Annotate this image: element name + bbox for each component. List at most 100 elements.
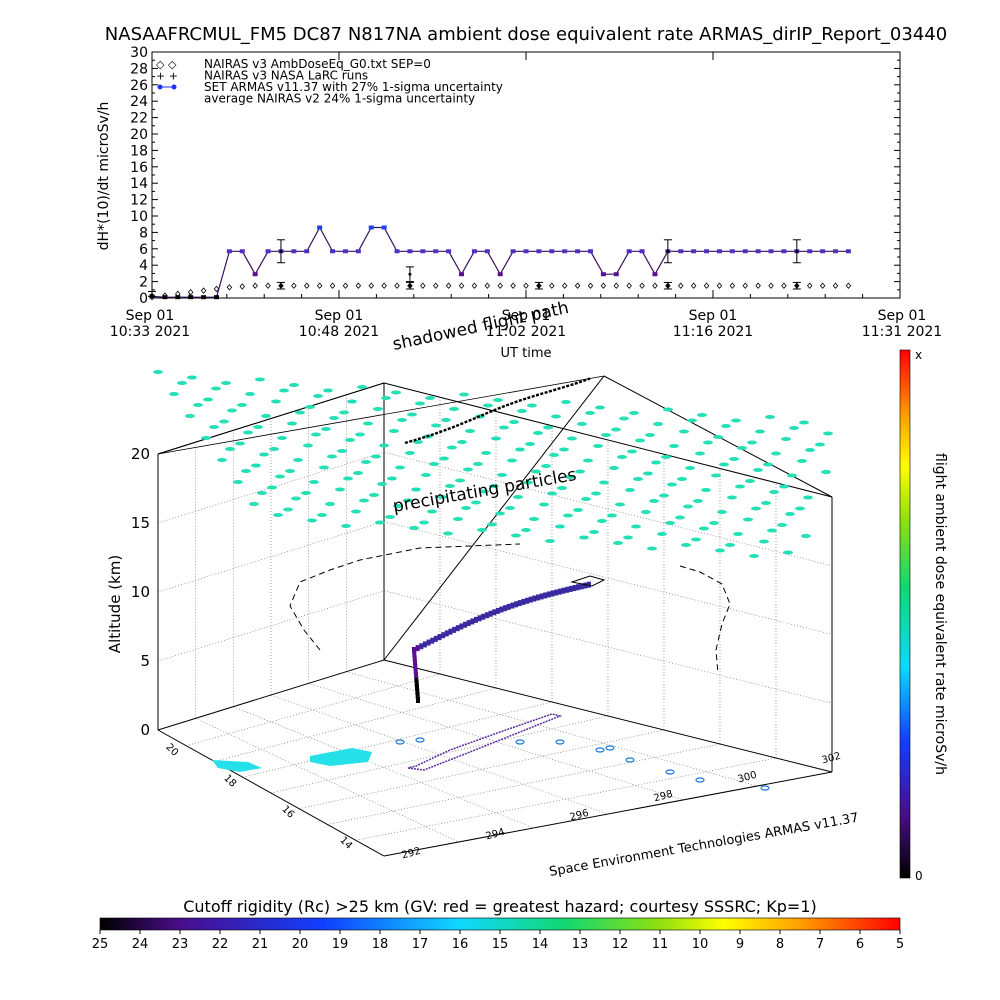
particle-marker [525,442,535,446]
particle-marker [269,447,279,451]
particle-marker [201,436,211,440]
nairas-point [316,282,323,289]
particle-marker [275,474,285,479]
particle-marker [375,520,385,525]
particle-marker [785,512,795,516]
dose-y-tick-label: 20 [130,127,148,143]
armas-point [433,249,439,254]
particle-marker [411,487,421,492]
particle-marker [317,513,327,517]
armas-point [845,249,851,254]
particle-marker [663,407,673,412]
flight-path-marker [550,590,555,597]
dose-y-tick-label: 0 [139,291,148,307]
grid-line [157,590,385,662]
particle-marker [483,403,493,408]
dose-x-tick-label-date: Sep 01 [315,308,364,324]
longitude-tick-label: 298 [653,789,674,805]
particle-marker [749,554,759,558]
particle-marker [619,416,629,421]
error-bar-center [279,284,283,288]
particle-marker [293,458,303,462]
particle-marker [259,452,269,457]
cutoff-tick-label: 11 [652,937,669,952]
dose-x-tick-label-date: Sep 01 [689,308,738,324]
particle-marker [285,469,295,473]
particle-marker [771,451,781,456]
dose-colorbar-bottom-label: 0 [915,869,923,883]
legend-symbol: ◇ ◇ [156,58,177,71]
small-island [555,739,565,745]
flight-path-marker [587,581,591,588]
particle-marker [271,399,281,404]
dose-y-tick-label: 12 [130,193,148,209]
particle-marker [153,370,163,374]
nairas-point [574,282,581,289]
particle-marker [521,528,531,532]
particle-marker [539,502,549,507]
particle-marker [495,511,505,516]
particle-marker [681,543,691,547]
particle-marker [625,488,635,492]
flight-path-marker [412,655,417,662]
flight-path-marker [413,667,418,674]
particle-marker [531,469,541,474]
particle-marker [303,443,313,448]
particle-marker [669,444,679,448]
armas-point [188,295,194,300]
particle-marker [743,517,753,522]
small-island [665,769,675,775]
flight-path-marker [444,630,449,637]
cutoff-tick-label: 12 [612,937,629,952]
particle-marker [733,532,743,536]
particle-marker [455,478,465,483]
dose-y-tick-label: 26 [130,78,148,94]
flight-path-marker [466,620,471,627]
particle-marker [595,405,605,410]
cutoff-rigidity-colorbar: Cutoff rigidity (Rc) >25 km (GV: red = g… [92,897,904,952]
particle-marker [599,480,609,485]
particle-marker [687,418,697,423]
dose-colorbar-top-label: x [915,348,922,362]
particle-marker [611,427,621,432]
particle-marker [573,508,583,512]
dose-x-tick-label-time: 11:31 2021 [862,324,942,340]
cutoff-rigidity-ticks: 25 24 23 22 21 20 19 18 17 16 15 14 13 12 11 10 9 8 7 6 5 [92,930,904,952]
grid-line [383,590,833,704]
particle-marker [237,403,247,407]
cutoff-tick-label: 21 [252,937,269,952]
particle-marker [703,440,713,445]
particle-marker [763,462,773,467]
particle-marker [437,495,447,499]
particle-marker [623,535,633,540]
landmass-large [310,748,372,766]
particle-marker [651,460,661,465]
armas-point [213,295,219,300]
armas-point [536,249,542,254]
flight-path-marker [535,594,540,601]
particle-marker [221,381,231,385]
particle-marker [351,509,361,514]
armas-point [613,272,619,277]
flight-path-marker [437,634,442,641]
floor-grid-line [186,673,441,747]
flight-path-marker [413,659,417,666]
particle-marker [373,407,383,411]
altitude-tick-label: 5 [140,652,150,670]
nairas-point [807,282,813,289]
cutoff-tick-label: 17 [412,937,429,952]
nairas-point [200,287,207,294]
particle-marker [371,454,381,459]
particle-marker [295,410,305,415]
altitude-tick-label: 20 [131,445,150,463]
particle-marker [329,416,339,420]
dose-y-tick-label: 22 [130,111,148,127]
particle-marker [753,468,763,472]
particle-marker [363,421,373,426]
nairas-point [484,282,491,289]
particle-marker [279,388,289,393]
error-bar-center [537,284,541,288]
panel-3d-ticks: 0 5 10 15 20 20 18 16 14 292 294 296 298 300 302 [131,445,842,861]
particle-marker [395,465,405,470]
